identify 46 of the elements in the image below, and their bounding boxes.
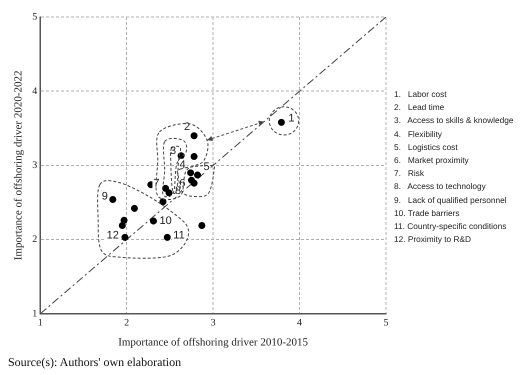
x-tick-label: 3	[210, 317, 216, 328]
text: 12. Proximity to R&D	[394, 233, 472, 246]
text: 7. Risk	[394, 167, 425, 180]
y-tick-label: 2	[32, 234, 38, 246]
text: 6. Market proximity	[394, 154, 470, 168]
point	[190, 180, 198, 187]
text: 11. Country-specific conditions	[394, 220, 508, 234]
point	[278, 118, 285, 126]
point	[198, 222, 206, 229]
point	[159, 198, 166, 206]
text: 10. Trade barriers	[394, 206, 460, 220]
point	[166, 189, 173, 196]
y-tick-label: 4	[32, 86, 38, 97]
y-tick-label: 5	[32, 12, 38, 23]
point	[190, 132, 198, 140]
point	[190, 152, 198, 160]
point	[130, 204, 138, 212]
y-tick-label: 1	[32, 308, 38, 320]
text: 1. Labor cost	[394, 88, 448, 101]
annotation: 12	[106, 229, 119, 242]
x-tick-label: 5	[384, 317, 388, 328]
annotation: 10	[159, 215, 172, 228]
annotation: 11	[173, 229, 185, 242]
text: 3. Access to skills & knowledge	[394, 114, 514, 128]
text: 9. Lack of qualified personnel	[394, 194, 508, 207]
text: 4. Flexibility	[394, 128, 443, 141]
point	[187, 169, 194, 176]
source-note: Source(s): Authors' own elaboration	[8, 355, 182, 370]
point	[121, 234, 128, 241]
point	[194, 172, 202, 179]
x-tick-label: 2	[124, 317, 130, 328]
x-tick-label: 4	[297, 317, 302, 328]
annotation: 9	[102, 190, 108, 203]
annotation: 1	[288, 112, 295, 124]
text: 8. Access to technology	[394, 180, 487, 194]
text: 2. Lead time	[394, 101, 446, 114]
annotation: 4	[180, 158, 186, 171]
point	[118, 222, 126, 229]
point	[164, 234, 171, 241]
point	[150, 218, 157, 225]
y-axis-title: Importance of offshoring driver 2020-2022	[12, 70, 24, 260]
point	[109, 196, 116, 204]
y-tick-label: 3	[32, 160, 38, 172]
x-axis-title: Importance of offshoring driver 2010-2015	[118, 336, 308, 348]
text: 5. Logistics cost	[394, 140, 459, 154]
annotation: 3	[170, 144, 176, 157]
